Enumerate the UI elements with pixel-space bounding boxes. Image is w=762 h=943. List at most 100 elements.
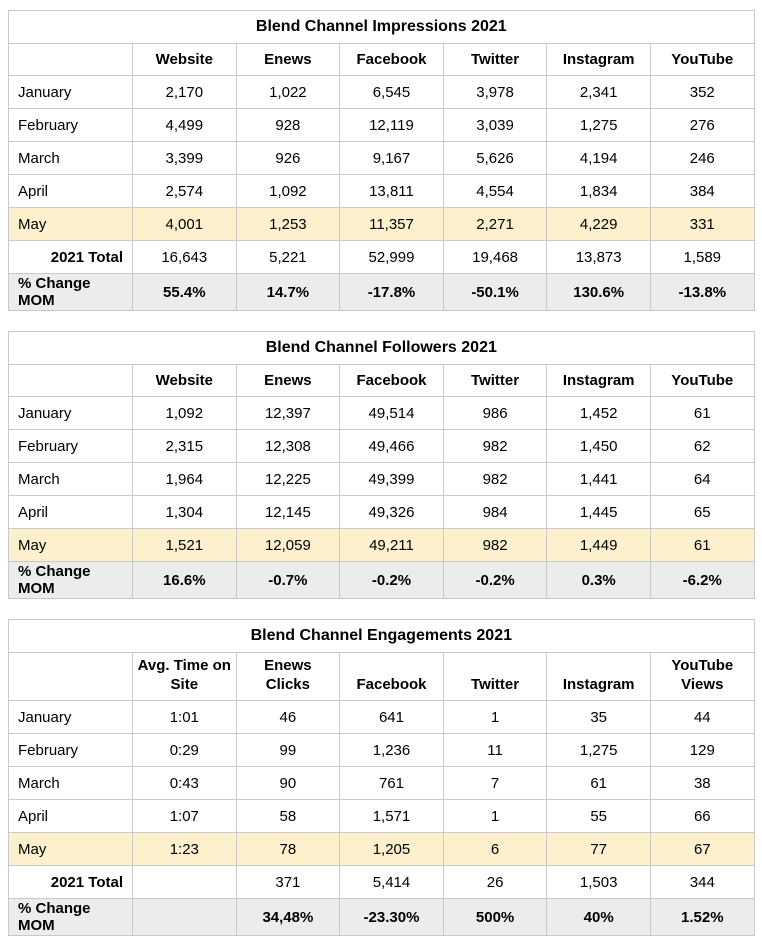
data-cell: 35 — [546, 700, 651, 734]
data-cell: 19,468 — [442, 240, 548, 274]
data-cell: 5,626 — [442, 141, 548, 175]
data-cell: -0.7% — [235, 561, 341, 599]
table-row: February 4,499 928 12,119 3,039 1,275 276 — [8, 108, 755, 142]
data-cell: 928 — [235, 108, 341, 142]
table-row: March 3,399 926 9,167 5,626 4,194 246 — [8, 141, 755, 175]
data-cell: 1,449 — [546, 528, 651, 562]
data-cell: -23.30% — [339, 898, 444, 936]
data-cell: 0:29 — [132, 733, 237, 767]
table-row: April 1,304 12,145 49,326 984 1,445 65 — [8, 495, 755, 529]
data-cell: 1,275 — [546, 108, 651, 142]
data-cell: 1,205 — [339, 832, 444, 866]
data-cell: 986 — [442, 396, 548, 430]
row-label: February — [8, 429, 133, 463]
table-row: 2021 Total 16,643 5,221 52,999 19,468 13,873 1… — [8, 240, 755, 274]
data-cell: 12,119 — [339, 108, 444, 142]
data-cell: 982 — [442, 528, 548, 562]
table-row: May 4,001 1,253 11,357 2,271 4,229 331 — [8, 207, 755, 241]
data-cell: 13,811 — [339, 174, 444, 208]
data-cell: -50.1% — [442, 273, 548, 311]
data-cell: 3,978 — [442, 75, 548, 109]
data-cell: 1:01 — [132, 700, 237, 734]
data-cell: 1,236 — [339, 733, 444, 767]
column-header: Twitter — [442, 364, 548, 397]
followers-table: Blend Channel Followers 2021 Website Enews… — [8, 331, 755, 599]
data-cell: 1,022 — [235, 75, 341, 109]
column-header: Enews — [235, 43, 341, 76]
data-cell: 64 — [649, 462, 755, 496]
data-cell: 1,275 — [546, 733, 651, 767]
row-label: 2021 Total — [8, 240, 133, 274]
data-cell: 16,643 — [132, 240, 237, 274]
data-cell: 12,145 — [235, 495, 341, 529]
data-cell: 1,964 — [132, 462, 237, 496]
data-cell: 7 — [442, 766, 548, 800]
data-cell: 2,271 — [442, 207, 548, 241]
row-label: % Change MOM — [8, 561, 133, 599]
data-cell: 371 — [235, 865, 341, 899]
data-cell: 13,873 — [546, 240, 651, 274]
column-header: Website — [132, 43, 237, 76]
data-cell: 5,221 — [235, 240, 341, 274]
data-cell: -0.2% — [339, 561, 444, 599]
row-label: % Change MOM — [8, 898, 133, 936]
column-header: YouTube Views — [649, 652, 755, 701]
data-cell: 1:07 — [132, 799, 237, 833]
data-cell: 49,399 — [339, 462, 444, 496]
table-title: Blend Channel Impressions 2021 — [8, 10, 755, 44]
data-cell: 49,466 — [339, 429, 444, 463]
data-cell: 984 — [442, 495, 548, 529]
data-cell: 761 — [339, 766, 444, 800]
data-cell: 5,414 — [339, 865, 444, 899]
table-title: Blend Channel Followers 2021 — [8, 331, 755, 365]
data-cell: 49,211 — [339, 528, 444, 562]
data-cell: 352 — [649, 75, 755, 109]
row-label: January — [8, 396, 133, 430]
data-cell: 11,357 — [339, 207, 444, 241]
table-row: January 1:01 46 641 1 35 44 — [8, 700, 755, 734]
column-header: Instagram — [546, 652, 651, 701]
data-cell: 65 — [649, 495, 755, 529]
data-cell: 66 — [649, 799, 755, 833]
table-title: Blend Channel Engagements 2021 — [8, 619, 755, 653]
data-cell: 641 — [339, 700, 444, 734]
column-header: Twitter — [442, 652, 548, 701]
data-cell: 1 — [442, 700, 548, 734]
column-header: Facebook — [339, 652, 444, 701]
data-cell: 4,499 — [132, 108, 237, 142]
data-cell: 982 — [442, 462, 548, 496]
data-cell: 3,399 — [132, 141, 237, 175]
row-label: March — [8, 462, 133, 496]
title-row: Blend Channel Impressions 2021 — [8, 10, 755, 44]
data-cell: 46 — [235, 700, 341, 734]
data-cell: -6.2% — [649, 561, 755, 599]
column-header: Website — [132, 364, 237, 397]
data-cell: 4,554 — [442, 174, 548, 208]
data-cell: 1 — [442, 799, 548, 833]
data-cell: 6 — [442, 832, 548, 866]
data-cell: 1,834 — [546, 174, 651, 208]
data-cell: 1,503 — [546, 865, 651, 899]
data-cell: 2,170 — [132, 75, 237, 109]
row-label: February — [8, 108, 133, 142]
data-cell: 78 — [235, 832, 341, 866]
data-cell: 11 — [442, 733, 548, 767]
column-header: Instagram — [546, 43, 651, 76]
data-cell: 130.6% — [546, 273, 651, 311]
data-cell: 4,001 — [132, 207, 237, 241]
table-row: % Change MOM 55.4% 14.7% -17.8% -50.1% 130.6%… — [8, 273, 755, 311]
table-row: April 1:07 58 1,571 1 55 66 — [8, 799, 755, 833]
column-header: Avg. Time on Site — [132, 652, 237, 701]
engagements-table: Blend Channel Engagements 2021 Avg. Time … — [8, 619, 755, 936]
data-cell: 500% — [442, 898, 548, 936]
data-cell — [132, 898, 237, 936]
table-row: January 2,170 1,022 6,545 3,978 2,341 352 — [8, 75, 755, 109]
data-cell: 12,308 — [235, 429, 341, 463]
data-cell: 40% — [546, 898, 651, 936]
data-cell: 16.6% — [132, 561, 237, 599]
data-cell: 49,514 — [339, 396, 444, 430]
row-label: May — [8, 832, 133, 866]
data-cell: -0.2% — [442, 561, 548, 599]
column-header: YouTube — [649, 43, 755, 76]
table-row: January 1,092 12,397 49,514 986 1,452 61 — [8, 396, 755, 430]
